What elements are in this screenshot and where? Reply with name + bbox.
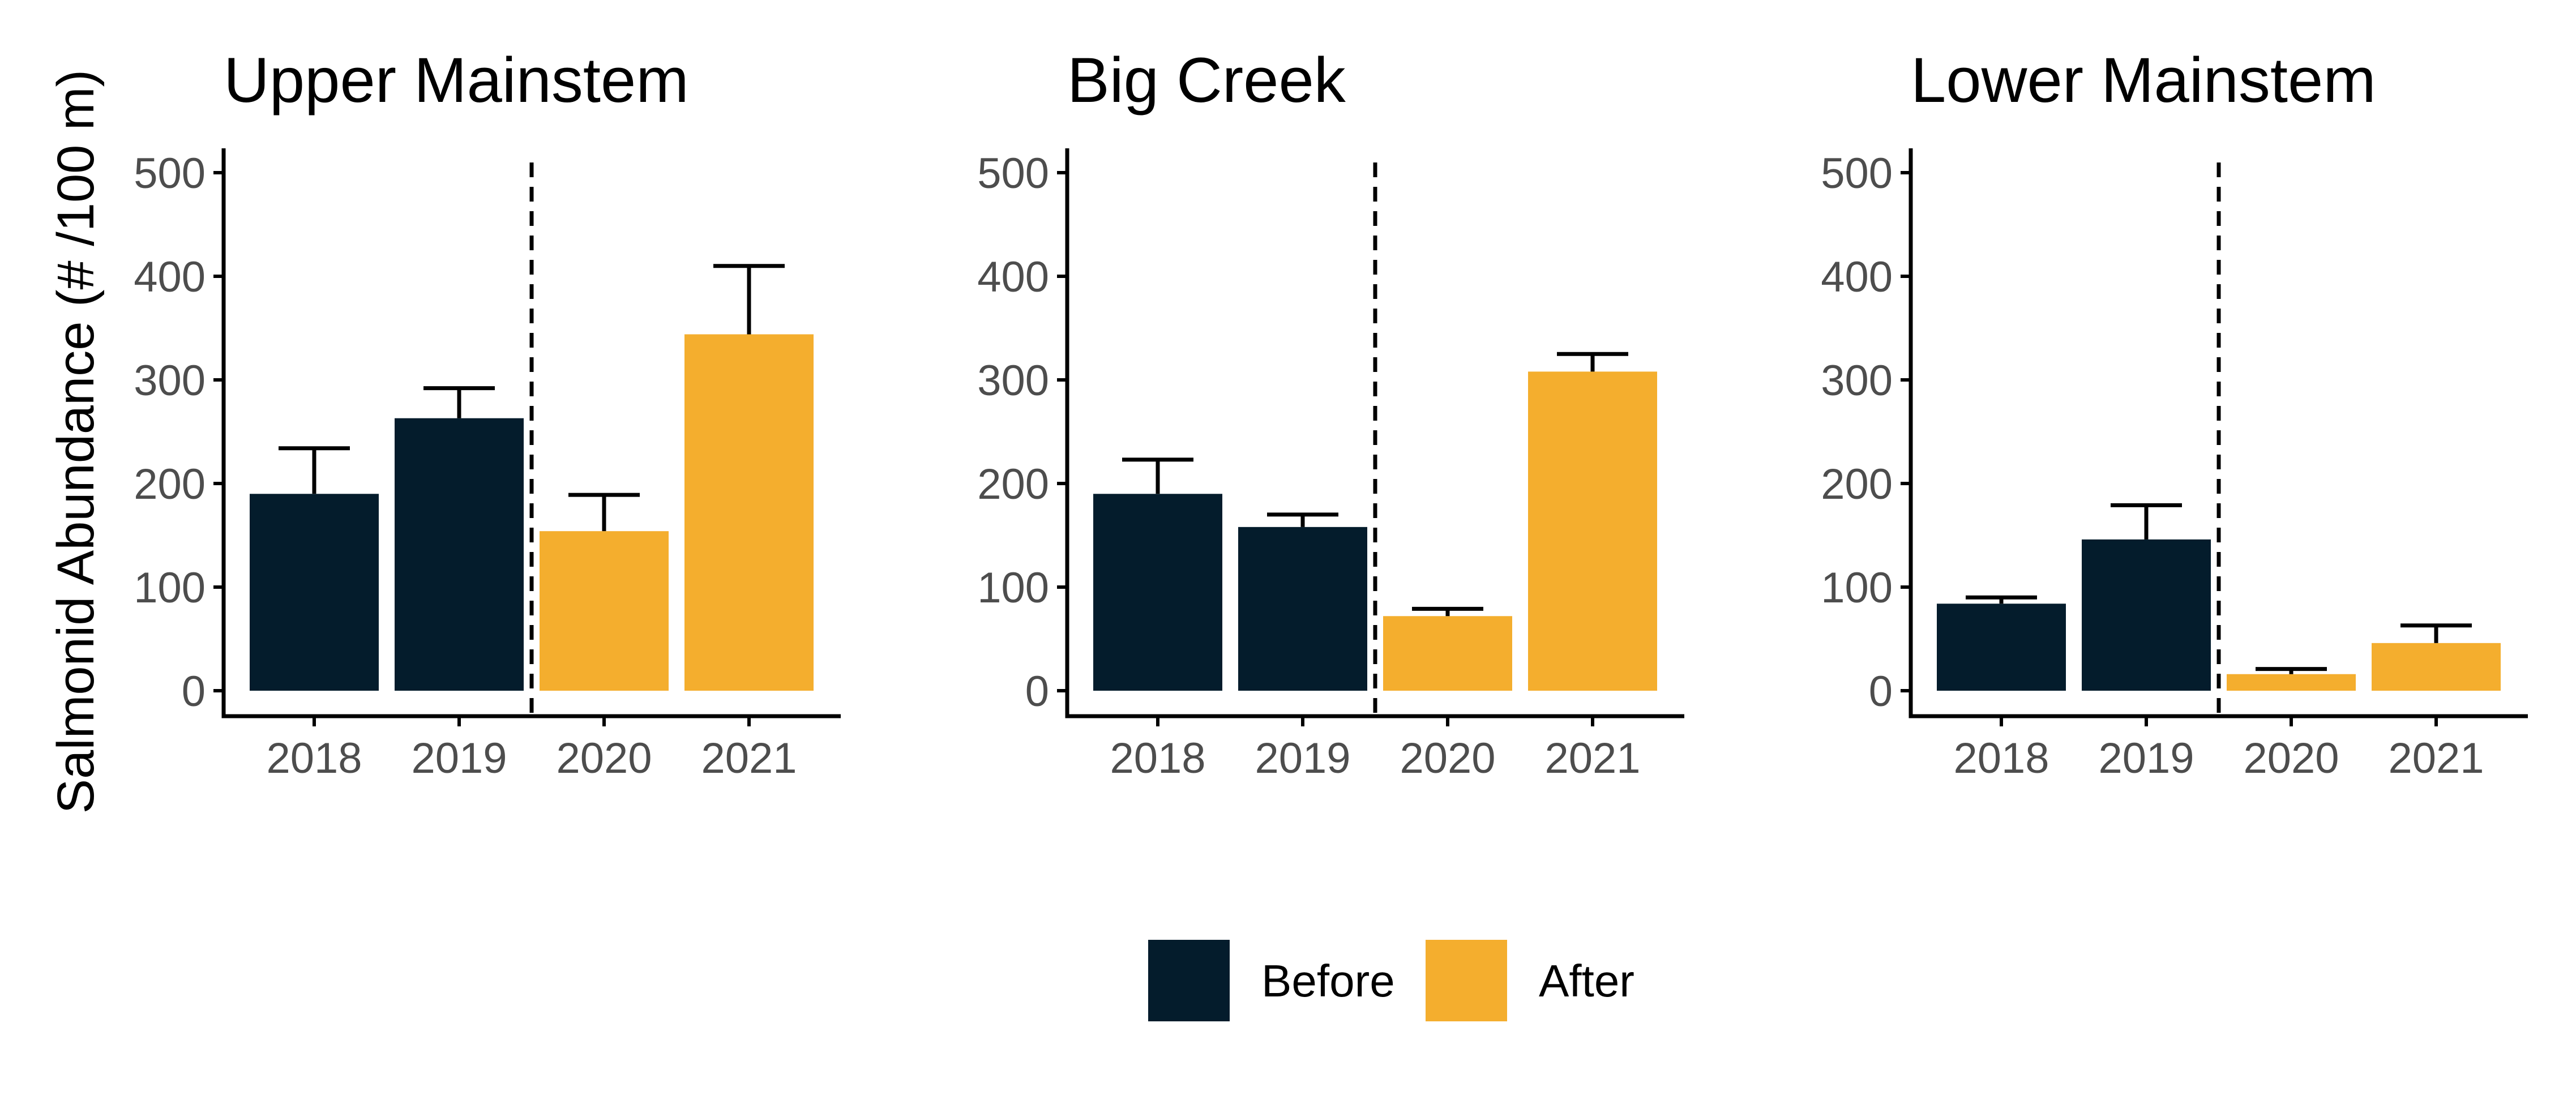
y-tick-label: 200 (977, 460, 1049, 508)
x-tick-label: 2018 (266, 734, 362, 782)
bar-2020 (1383, 616, 1512, 691)
y-tick-label: 400 (977, 253, 1049, 301)
x-tick-label: 2018 (1110, 734, 1205, 782)
x-tick-label: 2020 (556, 734, 652, 782)
bar-2018 (1937, 604, 2066, 691)
y-tick-label: 200 (134, 460, 206, 508)
y-tick-label: 0 (1025, 667, 1049, 716)
panel-upper-mainstem: Upper Mainstem 2018 2019 2020 2021 0 100 200 300… (134, 45, 841, 782)
x-tick-label: 2019 (2098, 734, 2194, 782)
legend-label-before: Before (1261, 956, 1395, 1006)
x-tick-label: 2018 (1953, 734, 2049, 782)
y-tick-label: 100 (1821, 564, 1893, 612)
bar-2020 (540, 531, 669, 691)
y-tick-label: 500 (977, 149, 1049, 198)
x-tick-label: 2020 (1400, 734, 1495, 782)
panel-big-creek: Big Creek 2018 2019 2020 2021 0 100 200 300 400 50… (977, 45, 1684, 782)
panel-title: Big Creek (1067, 45, 1346, 115)
legend: Before After (1148, 940, 1634, 1021)
y-tick-label: 0 (182, 667, 206, 716)
y-tick-label: 200 (1821, 460, 1893, 508)
y-tick-label: 400 (1821, 253, 1893, 301)
y-tick-label: 0 (1869, 667, 1893, 716)
bar-2019 (2082, 539, 2211, 691)
y-tick-label: 300 (134, 357, 206, 405)
bar-2021 (2372, 643, 2501, 691)
legend-key-after (1426, 940, 1507, 1021)
x-tick-label: 2021 (701, 734, 797, 782)
x-tick-label: 2019 (1255, 734, 1350, 782)
y-tick-label: 300 (1821, 357, 1893, 405)
bar-2021 (1528, 371, 1657, 691)
y-axis-label: Salmonid Abundance (# /100 m) (47, 70, 105, 814)
y-tick-label: 400 (134, 253, 206, 301)
x-tick-label: 2021 (2388, 734, 2484, 782)
panel-title: Lower Mainstem (1911, 45, 2376, 115)
x-tick-label: 2019 (411, 734, 507, 782)
y-tick-label: 100 (977, 564, 1049, 612)
legend-label-after: After (1539, 956, 1634, 1006)
x-tick-label: 2021 (1544, 734, 1640, 782)
bar-2018 (250, 494, 379, 691)
y-tick-label: 300 (977, 357, 1049, 405)
y-tick-label: 500 (134, 149, 206, 198)
chart-panels: Upper Mainstem 2018 2019 2020 2021 0 100 200 300… (134, 45, 2528, 782)
panel-lower-mainstem: Lower Mainstem 2018 2019 2020 2021 0 100 200 300… (1821, 45, 2528, 782)
bar-2020 (2227, 674, 2356, 691)
y-tick-label: 500 (1821, 149, 1893, 198)
x-tick-label: 2020 (2243, 734, 2339, 782)
legend-key-before (1148, 940, 1230, 1021)
bar-2019 (395, 418, 524, 691)
y-tick-label: 100 (134, 564, 206, 612)
bar-2021 (684, 334, 814, 691)
panel-title: Upper Mainstem (224, 45, 689, 115)
bar-2018 (1093, 494, 1222, 691)
bar-2019 (1238, 527, 1367, 691)
